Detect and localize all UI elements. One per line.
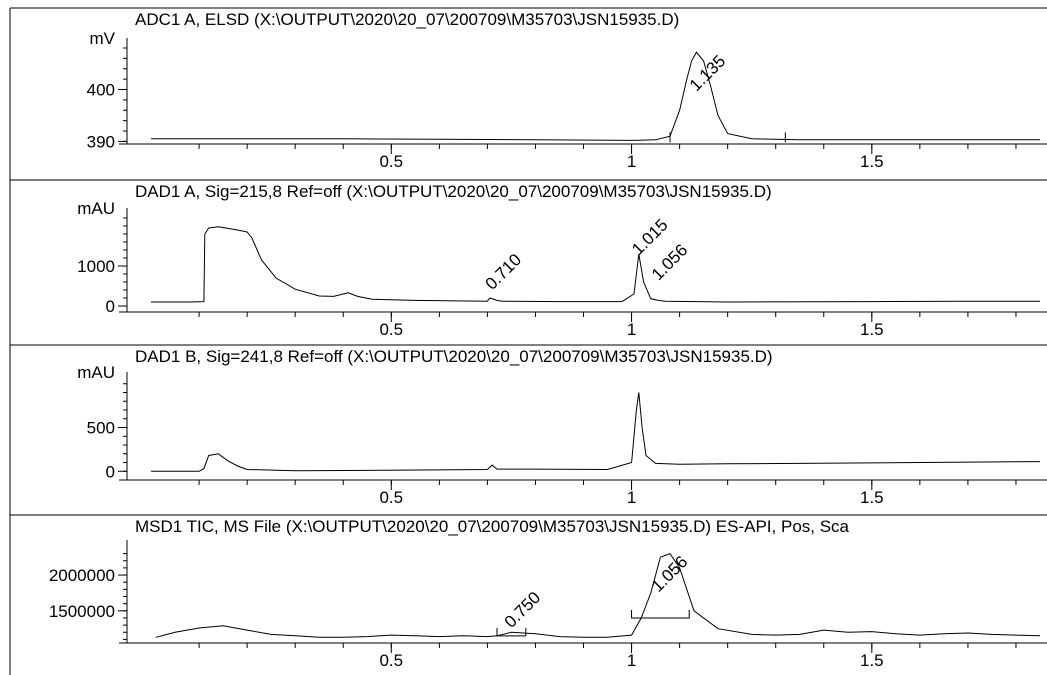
panel-title: MSD1 TIC, MS File (X:\OUTPUT\2020\20_07\… [135,517,850,536]
x-tick-label: 1.5 [860,488,884,507]
panel-2: DAD1 A, Sig=215,8 Ref=off (X:\OUTPUT\202… [10,179,1047,339]
y-tick-label: 500 [87,419,115,438]
peak-label: 0.750 [501,588,545,632]
x-tick-label: 1 [627,320,636,339]
y-tick-label: 0 [106,297,115,316]
x-tick-label: 1 [627,152,636,171]
x-tick-label: 1.5 [860,152,884,171]
y-axis-unit: mAU [77,199,115,218]
y-tick-label: 0 [106,462,115,481]
integration-baseline [631,609,690,619]
series-line [151,226,1040,303]
x-tick-label: 1 [627,651,636,670]
y-axis-unit: mAU [77,363,115,382]
peak-label: 1.135 [686,51,730,95]
y-tick-label: 2000000 [49,566,115,585]
x-tick-label: 0.5 [379,320,403,339]
panel-3: DAD1 B, Sig=241,8 Ref=off (X:\OUTPUT\202… [10,344,1047,507]
y-tick-label: 1000 [77,257,115,276]
x-tick-label: 0.5 [379,152,403,171]
series-line [151,51,1040,141]
integration-baseline [496,627,527,637]
panel-title: DAD1 A, Sig=215,8 Ref=off (X:\OUTPUT\202… [135,182,772,201]
panel-4: MSD1 TIC, MS File (X:\OUTPUT\2020\20_07\… [10,514,1047,670]
x-tick-label: 0.5 [379,651,403,670]
x-tick-label: 1 [627,488,636,507]
panel-1: ADC1 A, ELSD (X:\OUTPUT\2020\20_07\20070… [10,7,1047,171]
x-tick-label: 0.5 [379,488,403,507]
panel-title: DAD1 B, Sig=241,8 Ref=off (X:\OUTPUT\202… [135,347,773,366]
y-tick-label: 400 [87,81,115,100]
series-line [151,392,1041,472]
x-tick-label: 1.5 [860,320,884,339]
x-tick-label: 1.5 [860,651,884,670]
peak-label: 1.056 [648,552,692,596]
y-tick-label: 390 [87,132,115,151]
panel-title: ADC1 A, ELSD (X:\OUTPUT\2020\20_07\20070… [135,10,679,29]
series-line [155,552,1041,638]
y-tick-label: 1500000 [49,602,115,621]
y-axis-unit: mV [90,29,116,48]
peak-label: 0.710 [482,250,526,294]
peak-label: 1.056 [648,241,692,285]
